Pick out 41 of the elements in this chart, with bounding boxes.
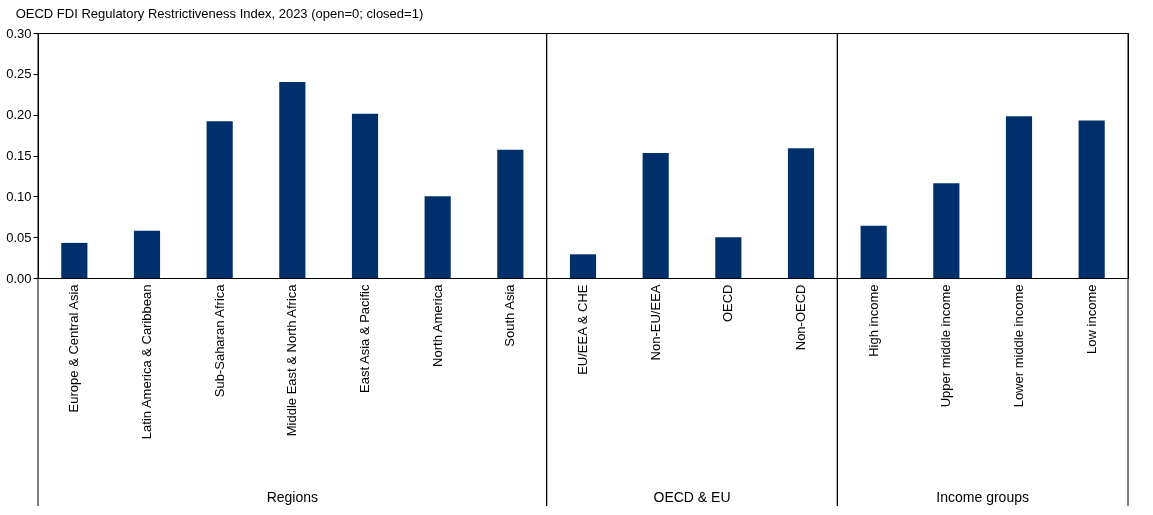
bar <box>860 225 887 278</box>
bar <box>497 149 524 278</box>
y-tick-label: 0.05 <box>6 229 32 245</box>
text: Regions <box>266 489 319 505</box>
x-tick-label: North America <box>429 283 445 367</box>
bar <box>61 242 88 278</box>
bar <box>715 237 742 278</box>
bar <box>642 153 669 278</box>
x-tick-label: EU/EEA & CHE <box>575 284 590 375</box>
bar <box>787 148 815 278</box>
x-tick-label: Non-EU/EEA <box>647 284 663 361</box>
bar <box>206 121 233 278</box>
x-tick-label: Middle East & North Africa <box>284 283 300 437</box>
x-tick-label: Europe & Central Asia <box>66 283 82 413</box>
x-tick-label: East Asia & Pacific <box>357 284 372 393</box>
bar <box>569 254 597 278</box>
bar <box>133 230 161 278</box>
x-tick-label: Sub-Saharan Africa <box>211 283 227 398</box>
x-tick-label: Low income <box>1083 284 1099 354</box>
text: Income groups <box>936 489 1029 505</box>
text: OECD & EU <box>653 489 731 505</box>
y-tick-label: 0.20 <box>6 107 32 123</box>
y-tick-label: 0.15 <box>6 148 32 163</box>
x-tick-label: Lower middle income <box>1011 284 1026 408</box>
y-tick-label: 0.00 <box>6 270 32 286</box>
y-tick-label: 0.30 <box>6 25 32 41</box>
bar <box>424 196 451 278</box>
bar <box>1005 116 1033 278</box>
x-tick-label: Upper middle income <box>938 284 954 408</box>
x-tick-label: OECD <box>720 284 736 323</box>
x-tick-label: Latin America & Caribbean <box>139 284 154 440</box>
x-tick-label: South Asia <box>502 283 518 347</box>
x-tick-label: High income <box>865 284 881 357</box>
chart-title: OECD FDI Regulatory Restrictiveness Index, 2023 (open=0; closed=1) <box>15 6 424 21</box>
bar <box>279 82 306 278</box>
bar <box>351 113 379 278</box>
bar <box>1078 120 1105 278</box>
y-tick-label: 0.25 <box>6 66 32 82</box>
y-tick-label: 0.10 <box>6 188 32 204</box>
bar <box>933 183 960 278</box>
x-tick-label: Non-OECD <box>793 284 808 351</box>
